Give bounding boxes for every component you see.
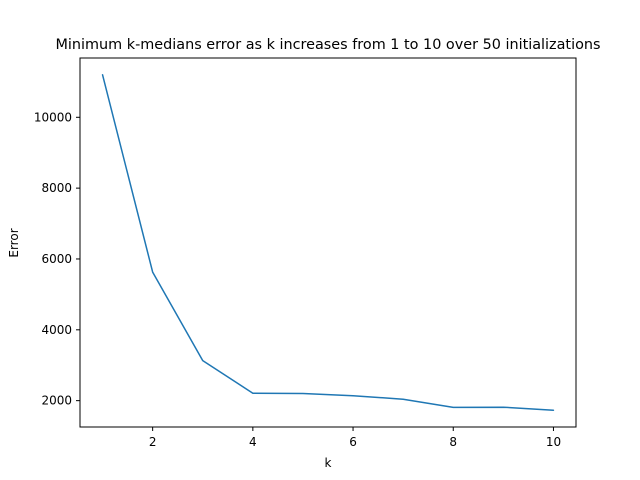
error-series-line (101, 74, 555, 411)
x-axis-label: k (325, 456, 332, 470)
y-tick-label: 10000 (34, 110, 72, 124)
x-tick-label: 2 (149, 435, 157, 449)
x-tick-label: 6 (349, 435, 357, 449)
plot-background (80, 58, 576, 427)
y-tick-label: 6000 (41, 252, 72, 266)
y-axis-ticks: 2000 4000 6000 8000 10000 (34, 110, 80, 408)
y-tick-label: 8000 (41, 181, 72, 195)
y-tick-label: 4000 (41, 323, 72, 337)
x-axis-ticks: 2 4 6 8 10 (149, 427, 561, 449)
y-tick-label: 2000 (41, 394, 72, 408)
y-axis-label: Error (7, 228, 21, 257)
chart-title: Minimum k-medians error as k increases f… (55, 37, 600, 53)
plot-frame (79, 57, 577, 428)
x-tick-label: 4 (249, 435, 257, 449)
x-tick-label: 8 (449, 435, 457, 449)
x-tick-label: 10 (546, 435, 561, 449)
